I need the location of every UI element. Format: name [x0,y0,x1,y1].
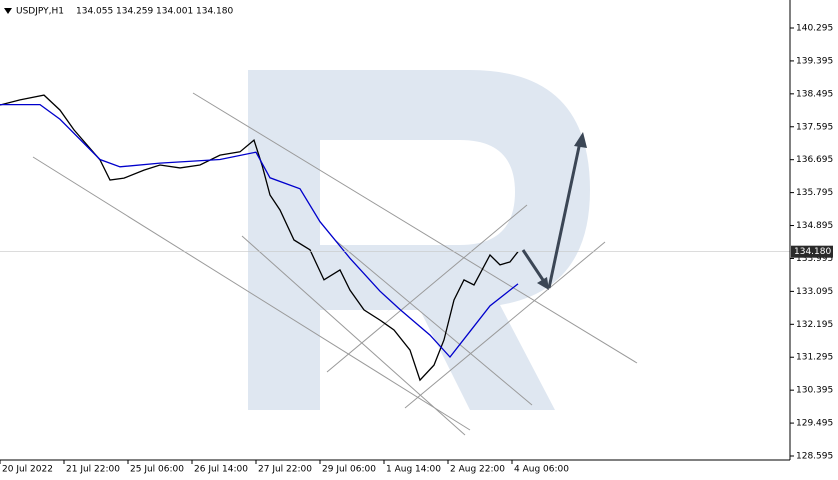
x-tick-label: 2 Aug 22:00 [450,465,505,475]
y-tick-label: 139.395 [796,56,833,66]
y-tick-label: 138.495 [796,89,833,99]
header-value: 134.259 [116,7,153,17]
last-price-box [791,245,833,258]
header-value: 134.180 [196,7,233,17]
y-tick-label: 136.695 [796,155,833,165]
trend-line [241,235,466,436]
price-line [0,103,519,359]
watermark [248,70,590,410]
price-line [0,94,519,382]
header-value: 134.001 [156,7,193,17]
x-tick-label: 26 Jul 14:00 [194,465,248,475]
x-tick-label: 27 Jul 22:00 [258,465,312,475]
x-tick-label: 21 Jul 22:00 [66,465,120,475]
trend-line [32,156,471,431]
x-tick-label: 29 Jul 06:00 [322,465,376,475]
header-value: 134.055 [76,7,113,17]
trend-line [334,239,533,406]
trend-line [192,92,638,364]
x-tick-label: 4 Aug 06:00 [514,465,569,475]
chart-title: USDJPY,H1 [16,7,64,17]
y-tick-label: 130.395 [796,386,833,396]
symbol-marker [4,8,12,14]
trend-line [326,204,528,373]
plot [0,94,790,382]
x-tick-label: 25 Jul 06:00 [130,465,184,475]
y-tick-label: 129.495 [796,419,833,429]
y-tick-label: 140.295 [796,23,833,33]
y-tick-label: 131.295 [796,353,833,363]
x-tick-label: 20 Jul 2022 [2,465,53,475]
y-tick-label: 133.095 [796,287,833,297]
y-tick-label: 128.595 [796,452,833,462]
y-tick-label: 134.895 [796,221,833,231]
trend-line [404,241,606,409]
forecast-arrows [521,132,587,290]
y-tick-label: 135.795 [796,188,833,198]
y-tick-label: 137.595 [796,122,833,132]
y-tick-label: 132.195 [796,320,833,330]
y-tick-label: 133.995 [796,254,833,264]
x-tick-label: 1 Aug 14:00 [386,465,441,475]
last-price-label: 134.180 [794,247,831,257]
